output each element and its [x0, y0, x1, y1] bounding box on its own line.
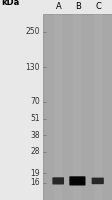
Text: 28: 28 — [30, 147, 40, 156]
Text: 70: 70 — [30, 97, 40, 106]
Text: 38: 38 — [30, 131, 40, 140]
Bar — [43, 14, 112, 200]
Bar — [73, 14, 81, 200]
Text: 51: 51 — [30, 114, 40, 123]
FancyBboxPatch shape — [91, 178, 103, 184]
Bar — [93, 14, 101, 200]
Text: 16: 16 — [30, 178, 40, 187]
Text: kDa: kDa — [1, 0, 19, 7]
Text: C: C — [95, 2, 100, 11]
Text: 250: 250 — [25, 27, 40, 36]
Text: 130: 130 — [25, 63, 40, 72]
FancyBboxPatch shape — [69, 176, 85, 186]
Text: A: A — [55, 2, 61, 11]
FancyBboxPatch shape — [52, 177, 64, 185]
Bar — [54, 14, 62, 200]
Text: B: B — [74, 2, 80, 11]
Text: 19: 19 — [30, 169, 40, 178]
